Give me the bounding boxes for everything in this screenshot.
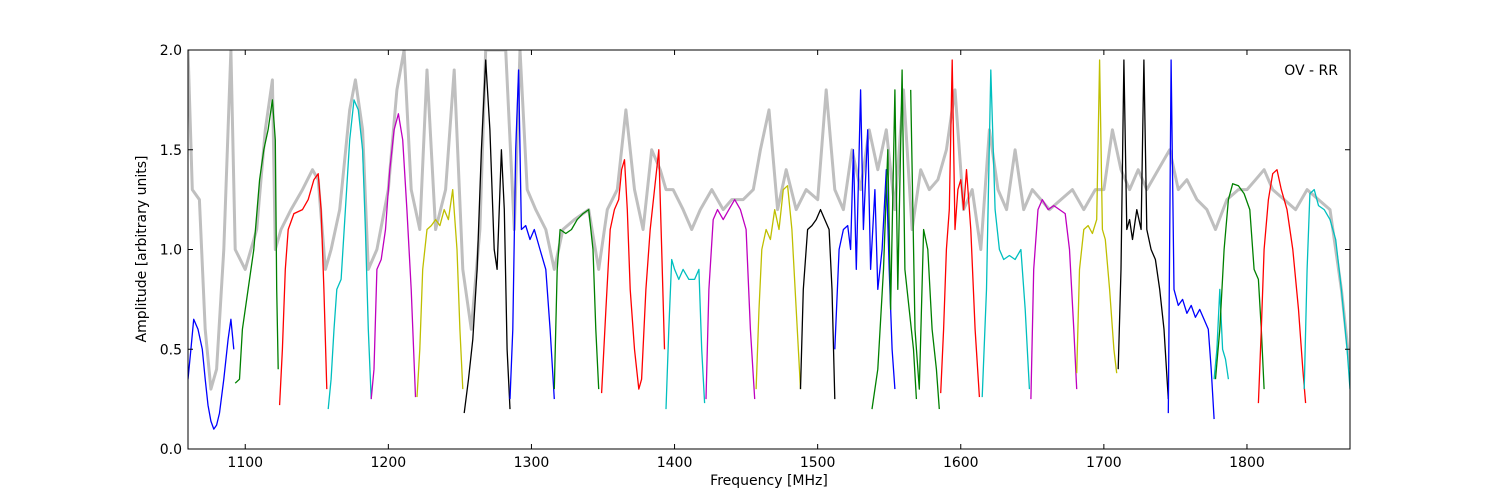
band-series-line-22 <box>1117 59 1169 400</box>
band-series-line-12 <box>705 198 756 400</box>
band-series-line-24 <box>1213 288 1230 380</box>
band-series-line-27 <box>1303 188 1350 390</box>
band-series-line-3 <box>278 173 328 406</box>
band-series-line-18 <box>940 59 981 398</box>
band-series-line-7 <box>463 59 511 414</box>
band-series-line-4 <box>327 99 372 410</box>
band-series-line-23 <box>1167 59 1215 420</box>
band-series-line-2 <box>234 99 279 384</box>
x-tick-label: 1700 <box>1086 455 1122 471</box>
bands-layer <box>188 59 1350 430</box>
x-axis-ticks: 1100 1200 1300 1400 1500 1600 1700 1800 <box>227 50 1265 471</box>
x-tick-label: 1800 <box>1229 455 1265 471</box>
x-tick-label: 1600 <box>943 455 979 471</box>
y-axis-ticks: 0.0 0.5 1.0 1.5 2.0 <box>160 43 1350 458</box>
y-tick-label: 2.0 <box>160 43 182 59</box>
band-series-line-9 <box>553 208 600 390</box>
y-tick-label: 0.0 <box>160 442 182 458</box>
y-axis-label: Amplitude [arbitrary units] <box>134 156 150 343</box>
x-tick-label: 1100 <box>227 455 263 471</box>
band-series-line-8 <box>509 69 555 400</box>
band-series-line-26 <box>1257 169 1307 404</box>
background-series-line <box>188 50 1350 391</box>
band-series-line-19 <box>981 69 1031 398</box>
band-series-line-1 <box>188 318 235 430</box>
x-tick-label: 1200 <box>371 455 407 471</box>
band-series-line-5 <box>370 113 417 400</box>
band-series-line-10 <box>600 149 666 394</box>
band-series-line-17 <box>910 89 940 410</box>
chart-annotation: OV - RR <box>1284 63 1338 79</box>
band-series-line-25 <box>1214 183 1265 390</box>
x-tick-label: 1400 <box>657 455 693 471</box>
band-series-line-13 <box>755 185 802 390</box>
y-tick-label: 0.5 <box>160 342 182 358</box>
band-series-line-11 <box>665 258 706 410</box>
band-series-line-14 <box>799 208 836 400</box>
x-tick-label: 1300 <box>514 455 550 471</box>
x-tick-label: 1500 <box>800 455 836 471</box>
band-series-line-20 <box>1030 198 1078 400</box>
y-tick-label: 1.0 <box>160 243 182 259</box>
y-tick-label: 1.5 <box>160 143 182 159</box>
band-series-line-6 <box>416 188 464 398</box>
band-series-line-16 <box>871 69 918 410</box>
x-axis-label: Frequency [MHz] <box>710 473 828 489</box>
band-series-line-21 <box>1076 59 1118 374</box>
background-trace-layer <box>188 50 1350 391</box>
